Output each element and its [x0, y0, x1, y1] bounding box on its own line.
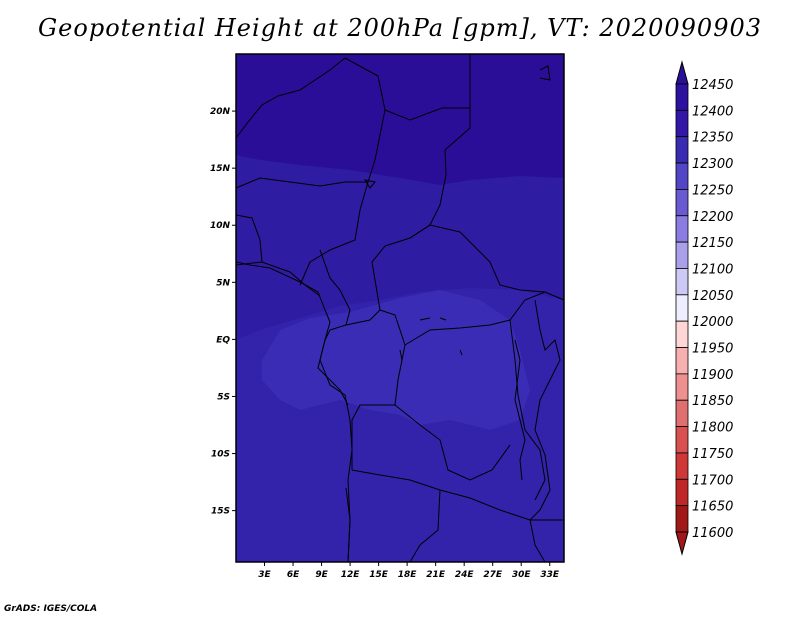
latitude-axis: 20N 15N 10N 5N EQ 5S 10S 15S: [210, 107, 236, 517]
colorbar-swatch: [675, 189, 689, 217]
colorbar-swatch: [675, 452, 689, 480]
lon-tick-label: 33E: [540, 570, 560, 580]
map-title: Geopotential Height at 200hPa [gpm], VT:…: [38, 14, 762, 42]
height-field-band: [236, 155, 564, 340]
colorbar: 12450 12400 12350 12300 12250 12200 12150 12100…: [675, 60, 733, 556]
colorbar-level-label: 12050: [692, 289, 733, 304]
colorbar-level-label: 12450: [692, 78, 733, 93]
lat-tick-label: 10N: [210, 221, 231, 231]
colorbar-level-label: 12150: [692, 236, 733, 251]
colorbar-swatch: [675, 109, 689, 138]
lon-tick-label: 24E: [455, 570, 475, 580]
colorbar-level-label: 11650: [692, 500, 733, 515]
lon-tick-label: 6E: [287, 570, 300, 580]
lat-tick-label: 15N: [210, 164, 231, 174]
colorbar-level-label: 11750: [692, 447, 733, 462]
lon-tick-label: 12E: [341, 570, 361, 580]
colorbar-swatch: [675, 320, 689, 348]
lon-tick-label: 3E: [258, 570, 271, 580]
colorbar-swatch: [675, 162, 689, 190]
lat-tick-label: 20N: [210, 107, 231, 117]
lon-tick-label: 30E: [512, 570, 532, 580]
colorbar-swatch: [675, 478, 689, 507]
colorbar-swatch: [675, 426, 689, 454]
colorbar-swatch: [675, 294, 689, 322]
lon-tick-label: 15E: [369, 570, 389, 580]
country-borders: [235, 54, 565, 563]
colorbar-level-label: 12100: [692, 262, 733, 277]
map-frame: [235, 53, 565, 563]
colorbar-swatch: [675, 505, 689, 533]
colorbar-level-label: 12350: [692, 131, 733, 146]
lon-tick-label: 21E: [426, 570, 446, 580]
coastline: [235, 65, 561, 563]
colorbar-level-label: 11850: [692, 394, 733, 409]
colorbar-level-label: 11800: [692, 421, 733, 436]
lon-tick-label: 9E: [315, 570, 328, 580]
colorbar-level-label: 11600: [692, 526, 733, 541]
colorbar-level-label: 12400: [692, 104, 733, 119]
colorbar-swatch: [675, 268, 689, 296]
lat-tick-label: 5N: [216, 278, 230, 288]
colorbar-bottom-arrow: [675, 531, 689, 556]
grads-credit: GrADS: IGES/COLA: [4, 604, 98, 614]
colorbar-swatch: [675, 136, 689, 164]
colorbar-level-label: 11900: [692, 368, 733, 383]
colorbar-swatch: [675, 399, 689, 427]
colorbar-level-label: 12250: [692, 183, 733, 198]
colorbar-level-label: 12200: [692, 210, 733, 225]
colorbar-level-label: 12300: [692, 157, 733, 172]
colorbar-swatch: [675, 241, 689, 269]
colorbar-level-label: 11950: [692, 342, 733, 357]
lat-tick-label: 5S: [217, 392, 230, 402]
colorbar-level-label: 11700: [692, 473, 733, 488]
lat-tick-label: EQ: [216, 335, 230, 345]
lat-tick-label: 15S: [211, 507, 230, 517]
colorbar-swatch: [675, 215, 689, 243]
longitude-axis: 3E 6E 9E 12E 15E 18E 21E 24E 27E 30E 33E: [258, 562, 560, 580]
map-plot-area: [235, 53, 565, 563]
colorbar-swatch: [675, 83, 689, 111]
lat-tick-label: 10S: [211, 450, 230, 460]
lon-tick-label: 27E: [483, 570, 503, 580]
colorbar-swatch: [675, 347, 689, 375]
lon-tick-label: 18E: [398, 570, 418, 580]
colorbar-top-arrow: [675, 60, 689, 85]
height-field-north: [236, 54, 564, 185]
colorbar-level-label: 12000: [692, 315, 733, 330]
colorbar-swatch: [675, 373, 689, 401]
